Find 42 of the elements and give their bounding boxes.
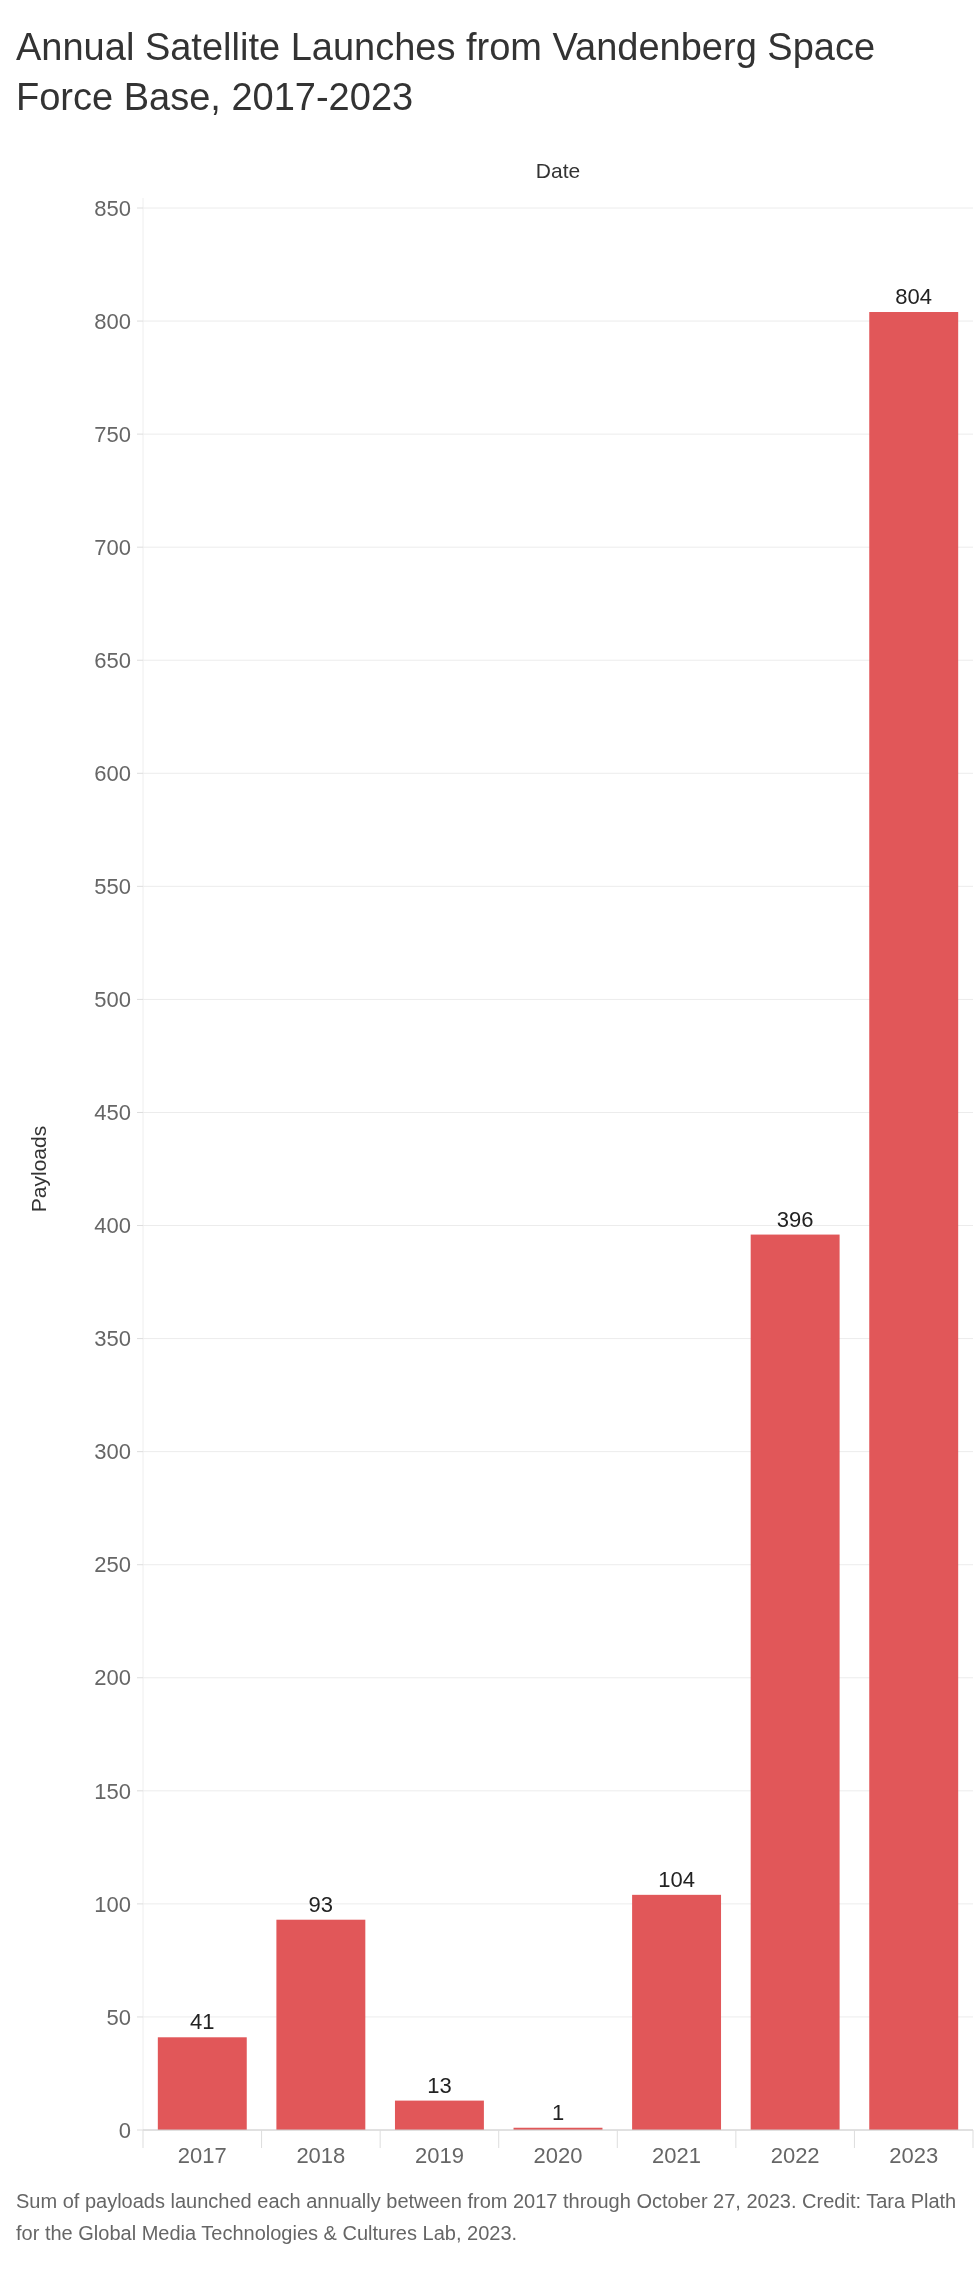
bar: [157, 2037, 247, 2130]
y-tick-label: 300: [94, 1439, 131, 1465]
data-label: 1: [551, 2099, 565, 2125]
y-tick-label: 800: [94, 308, 131, 334]
data-label: 13: [427, 2072, 452, 2098]
y-tick-label: 450: [94, 1100, 131, 1126]
bar: [750, 1234, 840, 2130]
y-tick-label: 850: [94, 195, 131, 221]
y-tick-label: 100: [94, 1891, 131, 1917]
y-tick-label: 150: [94, 1778, 131, 1804]
data-label: 41: [190, 2009, 215, 2035]
x-tick-label: 2023: [889, 2143, 939, 2168]
y-tick-label: 200: [94, 1665, 131, 1691]
y-tick-label: 650: [94, 647, 131, 673]
bar: [632, 1894, 722, 2130]
y-tick-label: 400: [94, 1213, 131, 1239]
data-label: 804: [895, 284, 933, 310]
text: Sum of payloads launched each annually between from 2017 through October 27, 2023. Credit: Tara Plath for the Global Media Technologies & Cultures Lab, 2023.: [16, 2190, 957, 2244]
bar: [276, 1919, 366, 2130]
x-tick-label: 2018: [296, 2143, 346, 2168]
y-tick-label: 350: [94, 1326, 131, 1352]
y-tick-label: 600: [94, 760, 131, 786]
chart-title: Annual Satellite Launches from Vandenberg Space Force Base, 2017-2023: [16, 26, 876, 118]
bar: [869, 312, 959, 2130]
y-tick-label: 0: [118, 2117, 131, 2143]
x-axis-title: Date: [535, 159, 581, 182]
y-tick-label: 250: [94, 1552, 131, 1578]
x-tick-label: 2017: [177, 2143, 227, 2168]
y-tick-label: 500: [94, 987, 131, 1013]
x-tick-label: 2022: [770, 2143, 820, 2168]
y-tick-label: 50: [106, 2004, 131, 2030]
y-tick-label: 750: [94, 421, 131, 447]
x-tick-label: 2020: [533, 2143, 583, 2168]
x-tick-label: 2021: [652, 2143, 702, 2168]
y-tick-label: 550: [94, 874, 131, 900]
bar: [394, 2100, 484, 2130]
data-label: 104: [658, 1866, 695, 1892]
data-label: 93: [308, 1891, 334, 1917]
x-tick-label: 2019: [414, 2143, 464, 2168]
y-axis-title: Payloads: [27, 1125, 50, 1213]
data-label: 396: [776, 1206, 814, 1232]
y-tick-label: 700: [94, 534, 131, 560]
